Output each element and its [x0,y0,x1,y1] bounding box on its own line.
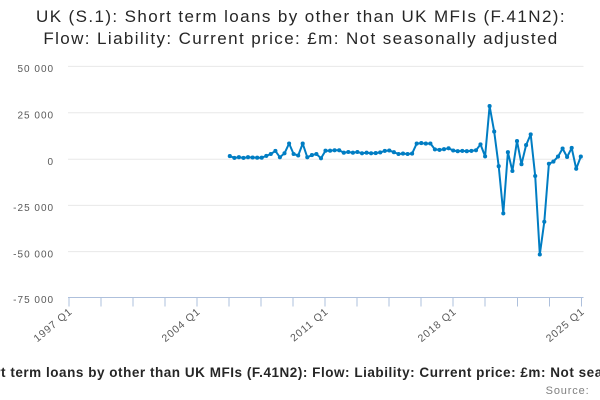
svg-text:2004 Q1: 2004 Q1 [160,306,203,345]
svg-text:0: 0 [48,157,55,168]
svg-text:25 000: 25 000 [18,111,55,122]
svg-text:-75 000: -75 000 [13,295,54,306]
svg-text:2018 Q1: 2018 Q1 [416,306,459,345]
svg-text:2025 Q1: 2025 Q1 [544,306,587,345]
svg-text:-25 000: -25 000 [13,203,54,214]
svg-text:-50 000: -50 000 [13,249,54,260]
svg-text:1997 Q1: 1997 Q1 [32,306,75,345]
svg-text:2011 Q1: 2011 Q1 [288,306,331,345]
svg-text:50 000: 50 000 [18,64,55,75]
